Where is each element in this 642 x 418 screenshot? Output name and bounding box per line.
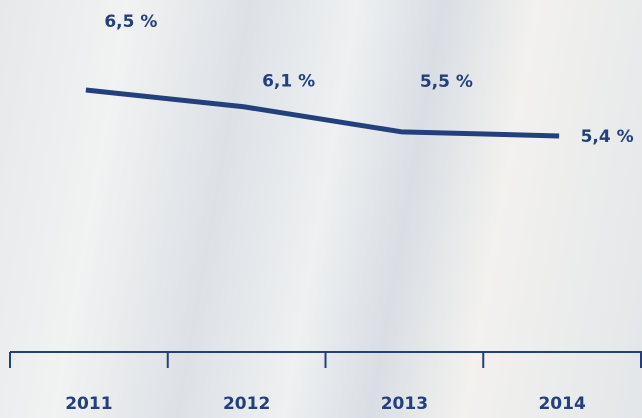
value-label: 5,4 % xyxy=(581,127,634,147)
line xyxy=(86,90,559,136)
x-tick-label: 2014 xyxy=(538,394,585,414)
page: 2011 2012 2013 2014 6,5 % 6,1 % 5,5 % 5,4 % xyxy=(0,0,642,418)
value-label: 6,5 % xyxy=(104,12,157,32)
x-tick-label: 2011 xyxy=(65,394,112,414)
value-label: 5,5 % xyxy=(420,72,473,92)
chart: 2011 2012 2013 2014 6,5 % 6,1 % 5,5 % 5,4 % xyxy=(0,0,642,418)
x-tick-label: 2013 xyxy=(381,394,428,414)
x-tick-label: 2012 xyxy=(223,394,270,414)
value-label: 6,1 % xyxy=(262,72,315,92)
